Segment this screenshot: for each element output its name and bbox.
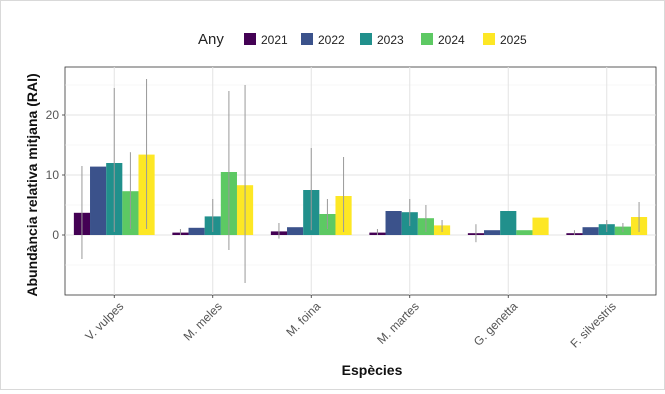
legend-key-2025 [483, 33, 495, 45]
bar-2022 [582, 227, 599, 235]
x-tick-label: M. meles [181, 299, 225, 343]
legend-label-2022: 2022 [318, 33, 345, 47]
legend-label-2021: 2021 [261, 33, 288, 47]
bar-2022 [287, 227, 304, 235]
y-tick-label: 10 [46, 168, 60, 182]
y-axis-title: Abundància relativa mitjana (RAI) [24, 73, 40, 296]
legend-title: Any [198, 31, 224, 48]
y-tick-label: 20 [46, 108, 60, 122]
legend-label-2023: 2023 [377, 33, 404, 47]
y-tick-label: 0 [52, 228, 59, 242]
plot-border [64, 66, 657, 296]
bar-2022 [188, 227, 205, 235]
legend-key-2023 [360, 33, 372, 45]
bar-2023 [500, 211, 517, 235]
x-tick-label: V. vulpes [82, 299, 126, 343]
bar-2022 [484, 230, 501, 235]
bar-2022 [385, 211, 402, 235]
x-tick-label: M. foina [283, 299, 323, 339]
legend-key-2021 [244, 33, 256, 45]
x-tick-label: F. silvestris [567, 299, 618, 350]
bar-2022 [90, 166, 107, 235]
bar-2024 [516, 230, 533, 235]
x-tick-label: G. genetta [471, 299, 521, 349]
legend-key-2024 [421, 33, 433, 45]
legend-key-2022 [301, 33, 313, 45]
legend: Any 2021 2022 2023 2024 2025 [198, 31, 527, 48]
x-tick-label: M. martes [374, 299, 422, 347]
plot-panel: 0 10 20 V. vulpes M. meles M. foina M. martes G… [46, 66, 657, 351]
x-axis-title: Espècies [342, 362, 403, 378]
legend-label-2024: 2024 [438, 33, 465, 47]
bar-2025 [532, 217, 549, 235]
legend-label-2025: 2025 [500, 33, 527, 47]
